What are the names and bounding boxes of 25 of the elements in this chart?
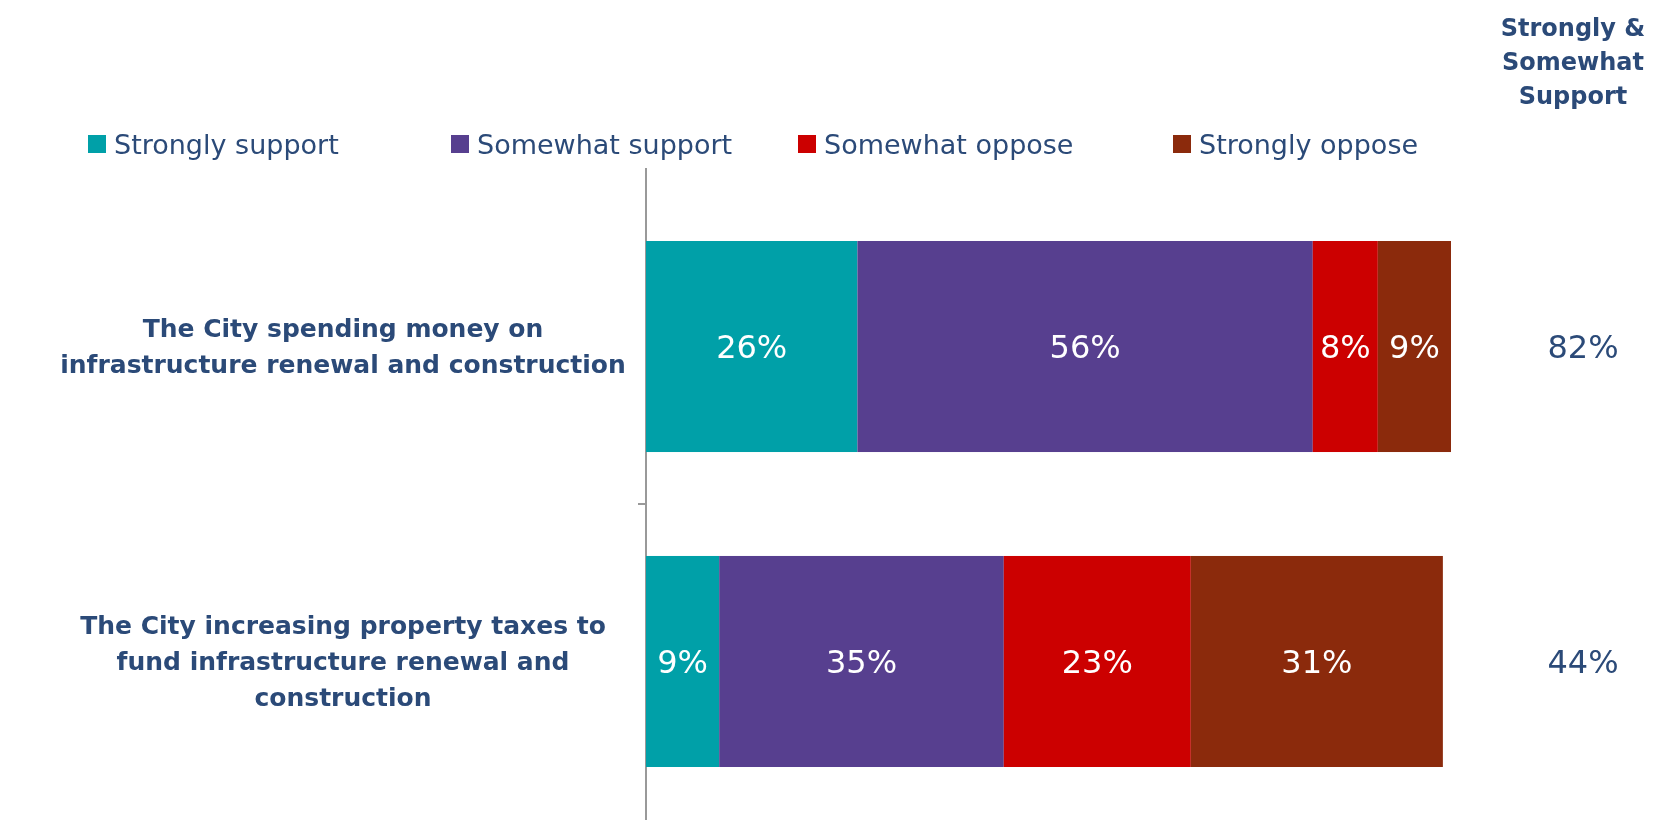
data-label: 31%: [1281, 642, 1353, 681]
text: 44%: [1547, 642, 1619, 681]
legend-label: Strongly oppose: [1199, 129, 1419, 161]
bar: [1312, 241, 1378, 453]
data-label: 8%: [1319, 327, 1371, 366]
legend-label: Somewhat support: [477, 129, 733, 161]
data-label: 26%: [716, 327, 788, 366]
data-label: 23%: [1061, 642, 1133, 681]
bar: [646, 555, 720, 768]
bar: [857, 241, 1313, 453]
bar: [1377, 241, 1451, 453]
bar: [646, 241, 858, 453]
y-tick-label: The City spending money on infrastructure renewal and construction: [60, 314, 626, 380]
data-label: 9%: [1389, 327, 1440, 366]
y-tick-label: The City increasing property taxes to fund infrastructure renewal and construction: [80, 611, 606, 713]
legend-label: Somewhat oppose: [824, 129, 1074, 161]
data-label: 9%: [657, 642, 708, 681]
legend-label: Strongly support: [114, 129, 339, 161]
bar: [719, 555, 1004, 768]
bar: [1190, 555, 1443, 768]
data-label: 56%: [1049, 327, 1121, 366]
data-label: 35%: [825, 642, 898, 681]
bar: [1003, 555, 1191, 768]
text: 82%: [1547, 327, 1619, 366]
text: Strongly & Somewhat Support: [1500, 14, 1646, 110]
